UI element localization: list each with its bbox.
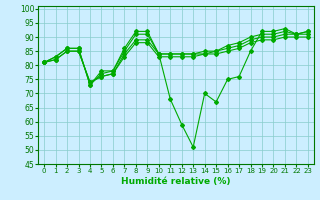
X-axis label: Humidité relative (%): Humidité relative (%) — [121, 177, 231, 186]
